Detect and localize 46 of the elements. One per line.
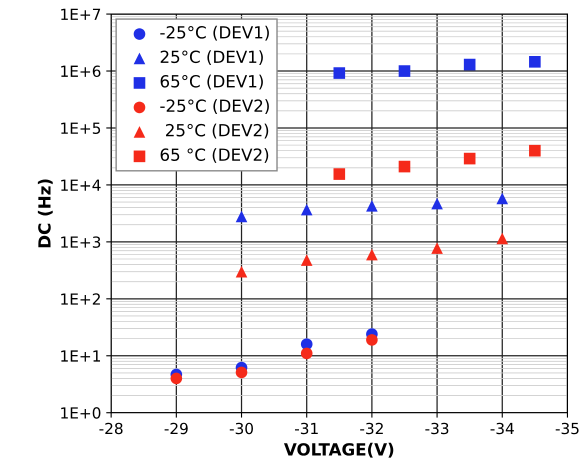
legend-label: -25°C (DEV2)	[160, 99, 269, 114]
legend-label: -25°C (DEV1)	[160, 26, 269, 41]
x-tick-label: -34	[490, 422, 514, 434]
point	[398, 65, 410, 77]
y-tick-label: 1E+0	[61, 407, 100, 419]
point	[366, 200, 378, 212]
legend-label: 25°C (DEV2)	[166, 124, 268, 138]
point	[333, 67, 346, 79]
point	[170, 372, 182, 384]
point	[496, 232, 508, 244]
x-axis-title: VOLTAGE(V)	[284, 442, 394, 458]
y-tick-label: 1E+2	[61, 293, 100, 305]
point	[236, 366, 248, 378]
y-tick-label: 1E+7	[61, 8, 100, 20]
x-tick-label: -30	[230, 422, 253, 434]
y-axis-title: DC (Hz)	[38, 179, 53, 248]
y-tick-label: 1E+4	[61, 180, 101, 191]
point	[529, 144, 541, 156]
legend-label: 65°C (DEV1)	[160, 74, 263, 90]
point	[366, 334, 378, 346]
x-tick-label: -31	[294, 422, 318, 434]
x-tick-label: -29	[164, 422, 188, 434]
point	[464, 152, 476, 164]
point	[236, 266, 248, 278]
point	[398, 160, 410, 172]
x-tick-label: -32	[360, 422, 383, 434]
legend-label: 65 °C (DEV2)	[160, 148, 268, 163]
point	[333, 168, 346, 180]
point	[300, 204, 313, 216]
y-tick-label: 1E+3	[61, 236, 100, 248]
point	[431, 242, 443, 254]
point	[529, 56, 541, 68]
x-tick-label: -28	[99, 422, 123, 434]
y-tick-label: 1E+1	[61, 350, 100, 362]
point	[300, 254, 313, 266]
y-tick-label: 1E+5	[61, 122, 100, 134]
point	[431, 198, 443, 210]
x-tick-label: -33	[425, 422, 448, 434]
point	[236, 210, 248, 222]
point	[366, 248, 378, 260]
point	[464, 58, 476, 70]
x-tick-label: -35	[556, 422, 579, 434]
point	[300, 348, 313, 360]
point	[496, 192, 508, 204]
legend-label: 25°C (DEV1)	[160, 50, 263, 66]
y-tick-label: 1E+6	[61, 65, 100, 78]
